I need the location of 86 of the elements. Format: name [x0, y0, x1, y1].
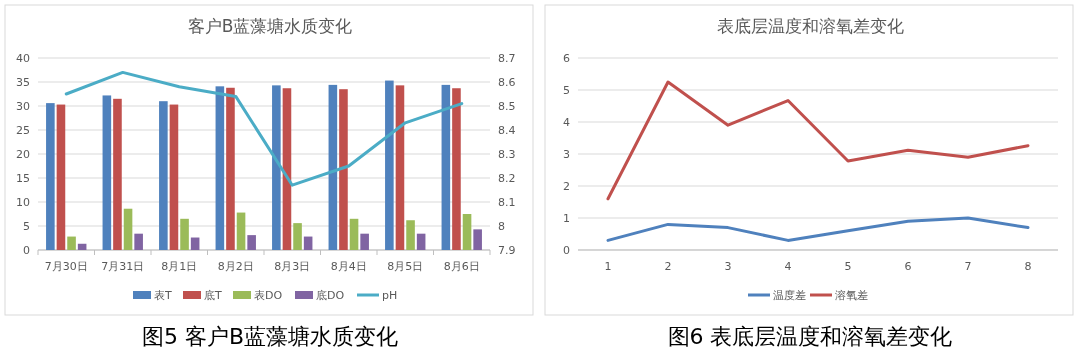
bar [56, 104, 66, 250]
x-tick-label: 2 [664, 260, 672, 273]
chart-title: 表底层温度和溶氧差变化 [716, 16, 904, 36]
bar [46, 103, 55, 250]
line-series [606, 80, 1030, 201]
y2-tick-label: 8.4 [498, 124, 516, 137]
x-tick-label: 1 [604, 260, 612, 273]
bar [226, 87, 235, 250]
bar [272, 85, 281, 250]
bar [236, 212, 246, 250]
y2-tick-label: 8 [498, 220, 505, 233]
bar [452, 88, 461, 250]
y2-tick-label: 7.9 [498, 244, 516, 257]
x-tick-label: 8月4日 [330, 260, 367, 273]
y-tick-label: 1 [563, 212, 570, 225]
x-tick-label: 6 [904, 260, 912, 273]
caption: 图5 客户B蓝藻塘水质变化 [141, 324, 399, 349]
x-tick-label: 5 [844, 260, 852, 273]
legend-label: 底T [204, 289, 222, 302]
legend-label: 温度差 [773, 289, 806, 302]
legend-label: pH [382, 289, 398, 302]
bar [215, 86, 225, 250]
y-tick-label: 0 [23, 244, 30, 257]
y-tick-label: 2 [563, 180, 570, 193]
bar [123, 208, 133, 250]
bar [180, 218, 189, 250]
legend-label: 溶氧差 [835, 289, 868, 302]
y2-tick-label: 8.7 [498, 52, 516, 65]
bar [113, 98, 122, 250]
y-tick-label: 10 [16, 196, 30, 209]
x-tick-label: 8月3日 [274, 260, 311, 273]
bar [406, 220, 415, 250]
x-tick-label: 8月1日 [161, 260, 198, 273]
y-tick-label: 0 [563, 244, 570, 257]
bar [134, 233, 143, 250]
x-tick-label: 8月5日 [387, 260, 424, 273]
caption: 图6 表底层温度和溶氧差变化 [667, 324, 953, 349]
y-tick-label: 25 [16, 124, 30, 137]
y-tick-label: 5 [23, 220, 30, 233]
line-series [64, 70, 464, 187]
x-tick-label: 8月2日 [217, 260, 254, 273]
bar [349, 218, 359, 250]
y-tick-label: 15 [16, 172, 30, 185]
x-tick-label: 7月30日 [44, 260, 88, 273]
x-tick-label: 7 [964, 260, 972, 273]
bar [190, 237, 200, 250]
legend-label: 底DO [316, 289, 345, 302]
y-tick-label: 40 [16, 52, 30, 65]
x-tick-label: 7月31日 [101, 260, 145, 273]
y2-tick-label: 8.6 [498, 76, 516, 89]
chart-title: 客户B蓝藻塘水质变化 [187, 16, 353, 36]
bar [416, 233, 426, 250]
bar [395, 85, 405, 250]
bar [473, 229, 482, 250]
y-tick-label: 20 [16, 148, 30, 161]
bar [360, 233, 369, 250]
y-tick-label: 5 [563, 84, 570, 97]
y2-tick-label: 8.1 [498, 196, 516, 209]
bar [159, 101, 168, 250]
x-tick-label: 8 [1024, 260, 1032, 273]
legend-label: 表DO [254, 289, 283, 302]
bar [102, 95, 112, 250]
y-tick-label: 3 [563, 148, 570, 161]
x-tick-label: 8月6日 [443, 260, 480, 273]
y2-tick-label: 8.2 [498, 172, 516, 185]
y2-tick-label: 8.5 [498, 100, 516, 113]
legend-label: 表T [154, 289, 172, 302]
line-series [606, 216, 1030, 242]
y-tick-label: 6 [563, 52, 570, 65]
y-tick-label: 4 [563, 116, 570, 129]
bar [462, 214, 472, 250]
bar [247, 235, 256, 250]
bar [441, 84, 451, 250]
bar [293, 223, 302, 250]
x-tick-label: 4 [784, 260, 792, 273]
bar [328, 84, 338, 250]
bar [67, 236, 76, 250]
bar [303, 236, 313, 250]
x-tick-label: 3 [724, 260, 732, 273]
bar [385, 80, 394, 250]
bar [339, 89, 348, 250]
y-tick-label: 35 [16, 76, 30, 89]
y2-tick-label: 8.3 [498, 148, 516, 161]
y-tick-label: 30 [16, 100, 30, 113]
bar [169, 104, 179, 250]
bar [282, 88, 292, 250]
